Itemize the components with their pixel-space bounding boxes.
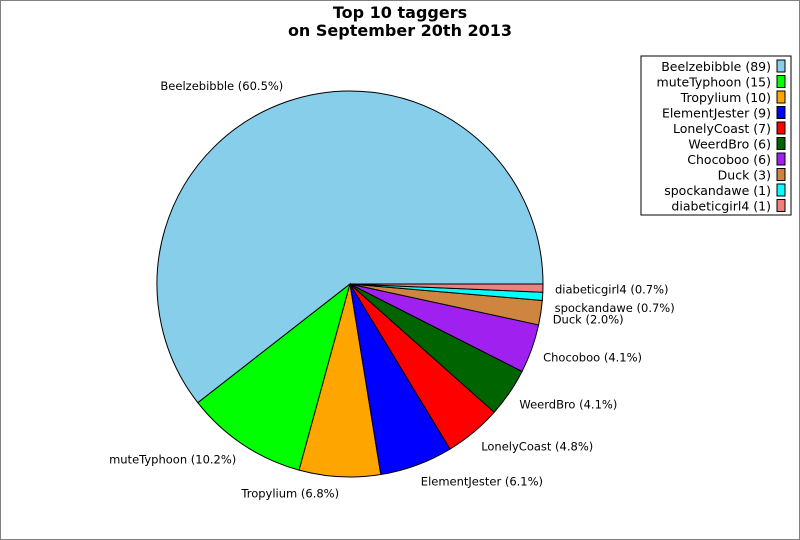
pie-slices [156,90,544,478]
slice-label-ElementJester: ElementJester (6.1%) [421,474,543,488]
legend: Beelzebibble (89)muteTyphoon (15)Tropyli… [640,55,792,216]
legend-swatch-muteTyphoon [776,75,786,88]
legend-label-Beelzebibble: Beelzebibble (89) [661,59,771,74]
legend-label-spockandawe: spockandawe (1) [664,183,771,198]
slice-label-spockandawe: spockandawe (0.7%) [555,301,675,315]
legend-swatch-WeerdBro [776,137,786,150]
pie-slice-muteTyphoon [197,282,351,471]
slice-label-diabeticgirl4: diabeticgirl4 (0.7%) [555,282,669,296]
slice-labels: Beelzebibble (60.5%) muteTyphoon (10.2%) T… [109,79,675,501]
slice-label-WeerdBro: WeerdBro (4.1%) [519,398,617,412]
chart-subtitle: on September 20th 2013 [288,21,512,40]
pie-slice-diabeticgirl4 [349,283,544,293]
legend-label-LonelyCoast: LonelyCoast (7) [673,121,771,136]
pie-slice-Beelzebibble [156,90,544,404]
legend-label-muteTyphoon: muteTyphoon (15) [657,75,771,90]
slice-label-LonelyCoast: LonelyCoast (4.8%) [481,440,593,454]
legend-swatch-Duck [776,168,786,181]
legend-label-Chocoboo: Chocoboo (6) [687,152,771,167]
slice-label-Beelzebibble: Beelzebibble (60.5%) [160,79,283,93]
legend-swatch-spockandawe [776,183,786,197]
legend-swatch-ElementJester [776,106,786,119]
slice-label-muteTyphoon: muteTyphoon (10.2%) [109,453,236,467]
legend-label-diabeticgirl4: diabeticgirl4 (1) [671,199,771,214]
slice-label-Tropylium: Tropylium (6.8%) [240,487,339,501]
slice-label-Duck: Duck (2.0%) [553,313,624,327]
slice-label-Chocoboo: Chocoboo (4.1%) [543,351,642,365]
legend-label-Tropylium: Tropylium (10) [680,90,771,105]
chart-title: Top 10 taggers [333,3,467,22]
legend-label-Duck: Duck (3) [718,168,771,183]
legend-swatch-Beelzebibble [776,59,786,73]
legend-label-ElementJester: ElementJester (9) [662,106,771,121]
legend-label-WeerdBro: WeerdBro (6) [688,137,771,152]
legend-swatch-Chocoboo [776,152,786,166]
legend-swatch-LonelyCoast [776,121,786,135]
legend-swatch-Tropylium [776,90,786,104]
legend-swatch-diabeticgirl4 [776,199,786,212]
legend-box [640,55,792,216]
